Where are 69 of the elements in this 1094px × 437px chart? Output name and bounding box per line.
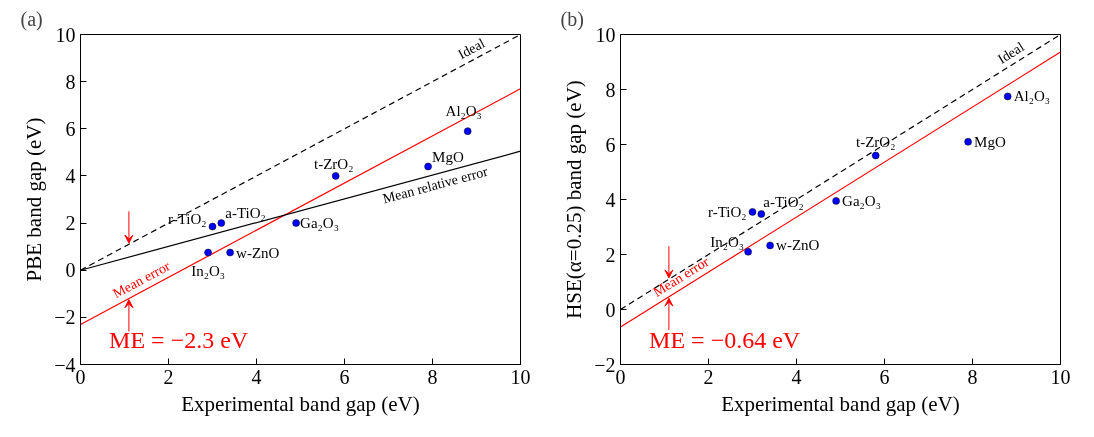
x-tick-label: 8	[427, 365, 438, 388]
y-tick-label: 10	[55, 23, 76, 46]
annotation: w-ZnO	[776, 237, 820, 254]
x-tick-label: 6	[879, 365, 890, 388]
y-tick-label: 0	[65, 259, 76, 282]
point	[204, 248, 212, 257]
legend-label: Mean error	[110, 258, 173, 302]
chart-title: (a)	[20, 7, 43, 31]
annotation: ME = −0.64 eV	[649, 326, 801, 353]
point	[766, 241, 774, 250]
point	[832, 197, 840, 205]
point	[424, 162, 432, 171]
annotation: Al₂O₃	[445, 103, 482, 120]
annotation: ME = −2.3 eV	[109, 326, 249, 353]
point	[226, 248, 234, 257]
x-axis-title: Experimental band gap (eV)	[721, 391, 960, 416]
y-tick-label: −2	[54, 306, 76, 329]
annotation: MgO	[974, 133, 1006, 150]
y-tick-label: 2	[65, 212, 76, 235]
annotation: r-TiO₂	[167, 210, 207, 227]
point	[331, 172, 340, 180]
annotation: t-ZrO₂	[314, 155, 354, 172]
point	[217, 219, 226, 227]
annotation: a-TiO₂	[225, 205, 266, 222]
y-tick-label: 4	[605, 188, 616, 211]
point	[964, 138, 972, 146]
y-tick-label: 10	[595, 23, 616, 46]
x-tick-label: 6	[339, 365, 350, 388]
y-axis-title: HSE(α=0.25) band gap (eV)	[562, 80, 587, 319]
annotation: t-ZrO₂	[856, 133, 896, 150]
chart-title: (b)	[560, 7, 584, 31]
annotation: Al₂O₃	[1013, 88, 1050, 105]
x-tick-label: 8	[967, 365, 978, 388]
y-axis-title: PBE band gap (eV)	[22, 117, 47, 282]
text: Mean error	[650, 253, 712, 300]
y-tick-label: −2	[594, 353, 616, 376]
y-tick-label: 8	[65, 70, 76, 93]
x-axis-title: Experimental band gap (eV)	[181, 391, 420, 416]
annotation: In₂O₃	[191, 262, 225, 279]
point	[1003, 92, 1012, 101]
point	[757, 210, 766, 218]
y-tick-label: −4	[54, 353, 76, 376]
annotation: Ga₂O₃	[842, 192, 881, 209]
text: Ideal	[995, 39, 1027, 67]
y-tick-label: 0	[605, 298, 616, 321]
y-tick-label: 6	[605, 133, 616, 156]
point	[208, 222, 217, 231]
x-tick-label: 2	[703, 365, 714, 388]
x-tick-label: 2	[163, 365, 174, 388]
annotation: a-TiO₂	[763, 194, 804, 211]
annotation: In₂O₃	[710, 233, 745, 250]
annotation: r-TiO₂	[707, 203, 747, 220]
annotation: MgO	[432, 148, 464, 165]
point	[871, 151, 880, 160]
point	[748, 208, 757, 216]
text: Ideal	[455, 35, 488, 63]
y-tick-label: 2	[605, 243, 616, 266]
x-tick-label: 4	[251, 365, 262, 388]
x-tick-label: 10	[1050, 365, 1071, 388]
y-tick-label: 4	[65, 164, 76, 187]
annotation: Ga₂O₃	[300, 215, 339, 232]
annotation: w-ZnO	[236, 244, 280, 261]
x-tick-label: 4	[791, 365, 802, 388]
point	[744, 248, 752, 256]
point	[463, 127, 472, 135]
y-tick-label: 6	[65, 117, 76, 140]
x-tick-label: 10	[510, 365, 531, 388]
point	[292, 219, 300, 227]
y-tick-label: 8	[605, 78, 616, 101]
